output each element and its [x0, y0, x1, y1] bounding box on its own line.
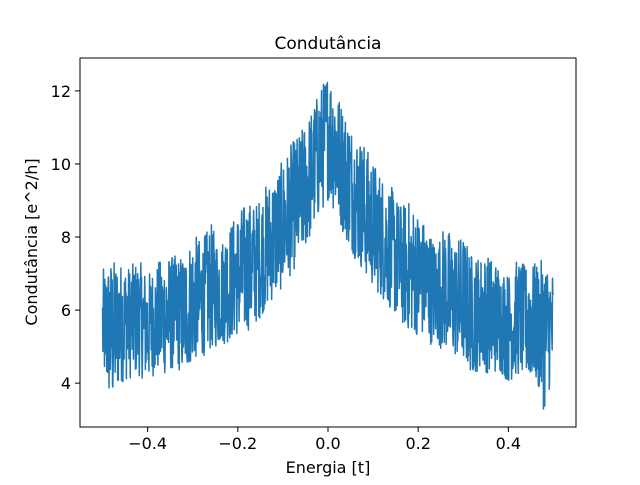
x-axis-ticks: −0.4 −0.2 0.0 0.2 0.4 — [128, 427, 521, 453]
chart-title: Condutância — [275, 34, 382, 54]
y-tick-label: 6 — [61, 301, 71, 320]
x-tick-label: 0.2 — [405, 434, 430, 453]
series-layer — [101, 81, 555, 410]
y-axis-label: Condutância [e^2/h] — [22, 158, 41, 325]
x-tick-label: 0.0 — [315, 434, 340, 453]
x-tick-label: −0.2 — [218, 434, 257, 453]
y-tick-label: 10 — [51, 155, 71, 174]
y-tick-label: 12 — [51, 82, 71, 101]
y-tick-label: 4 — [61, 374, 71, 393]
y-tick-label: 8 — [61, 228, 71, 247]
x-tick-label: 0.4 — [496, 434, 521, 453]
y-axis-ticks: 4 6 8 10 12 — [51, 82, 80, 393]
x-tick-label: −0.4 — [128, 434, 167, 453]
conductance-series-line — [101, 81, 555, 410]
x-axis-label: Energia [t] — [286, 458, 371, 477]
